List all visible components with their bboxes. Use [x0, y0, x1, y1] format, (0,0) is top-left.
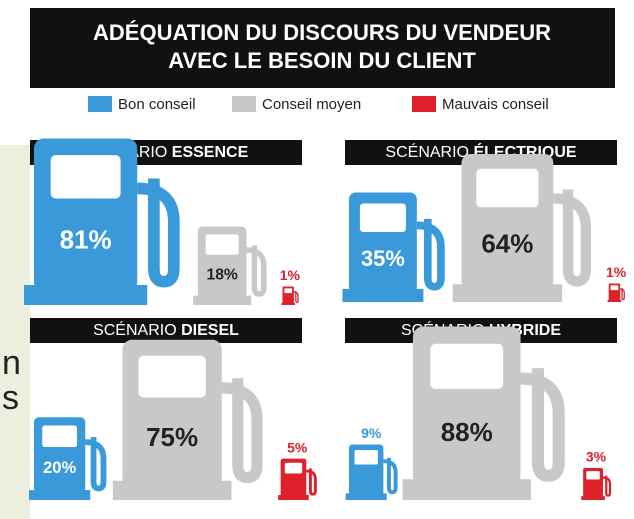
pump-base: [113, 481, 232, 500]
legend-swatch: [232, 96, 256, 112]
pump-window: [430, 344, 503, 389]
scenario-title: SCÉNARIO DIESEL: [93, 320, 239, 339]
scenario-name: DIESEL: [181, 322, 239, 339]
pump-base: [346, 493, 387, 500]
infographic: n s ADÉQUATION DU DISCOURS DU VENDEUR AV…: [0, 0, 634, 519]
pump-window: [284, 288, 292, 293]
value-label: 1%: [606, 264, 627, 280]
pump-base: [342, 289, 423, 302]
pump-window: [42, 426, 77, 448]
scenario-prefix: SCÉNARIO: [385, 142, 469, 161]
pump-base: [281, 303, 295, 305]
pump-window: [51, 155, 121, 198]
pump-base: [193, 296, 251, 305]
value-label: 75%: [146, 422, 198, 452]
pump-base: [24, 285, 147, 305]
value-label: 88%: [441, 417, 493, 447]
pump-window: [285, 463, 302, 474]
pump-base: [608, 300, 622, 302]
pump-base: [403, 479, 531, 500]
scenario-prefix: SCÉNARIO: [93, 320, 177, 339]
fragment: s: [2, 379, 19, 417]
side-panel: [0, 145, 30, 519]
pump-window: [355, 450, 378, 464]
value-label: 1%: [280, 267, 301, 283]
legend-swatch: [88, 96, 112, 112]
value-label: 18%: [206, 266, 237, 283]
value-label: 81%: [60, 225, 112, 255]
value-label: 3%: [586, 449, 607, 465]
pump-window: [206, 234, 239, 254]
legend-label: Conseil moyen: [262, 96, 361, 113]
pump-base: [581, 496, 605, 500]
page: n s ADÉQUATION DU DISCOURS DU VENDEUR AV…: [0, 0, 634, 519]
pump-window: [611, 285, 619, 290]
value-label: 64%: [481, 229, 533, 259]
value-label: 35%: [361, 246, 405, 271]
pump-window: [586, 471, 599, 479]
value-label: 5%: [287, 439, 308, 455]
pump-window: [360, 203, 406, 231]
pump-window: [138, 356, 205, 398]
pump-base: [278, 495, 309, 500]
legend-label: Bon conseil: [118, 96, 196, 113]
scenario-name: ESSENCE: [172, 144, 249, 161]
pump-base: [29, 490, 90, 500]
pump-window: [476, 169, 538, 207]
legend-swatch: [412, 96, 436, 112]
legend-label: Mauvais conseil: [442, 96, 549, 113]
value-label: 9%: [361, 425, 382, 441]
title: AVEC LE BESOIN DU CLIENT: [168, 48, 476, 73]
value-label: 20%: [43, 458, 76, 477]
fragment: n: [2, 344, 21, 382]
title: ADÉQUATION DU DISCOURS DU VENDEUR: [93, 20, 551, 45]
pump-base: [453, 284, 563, 302]
